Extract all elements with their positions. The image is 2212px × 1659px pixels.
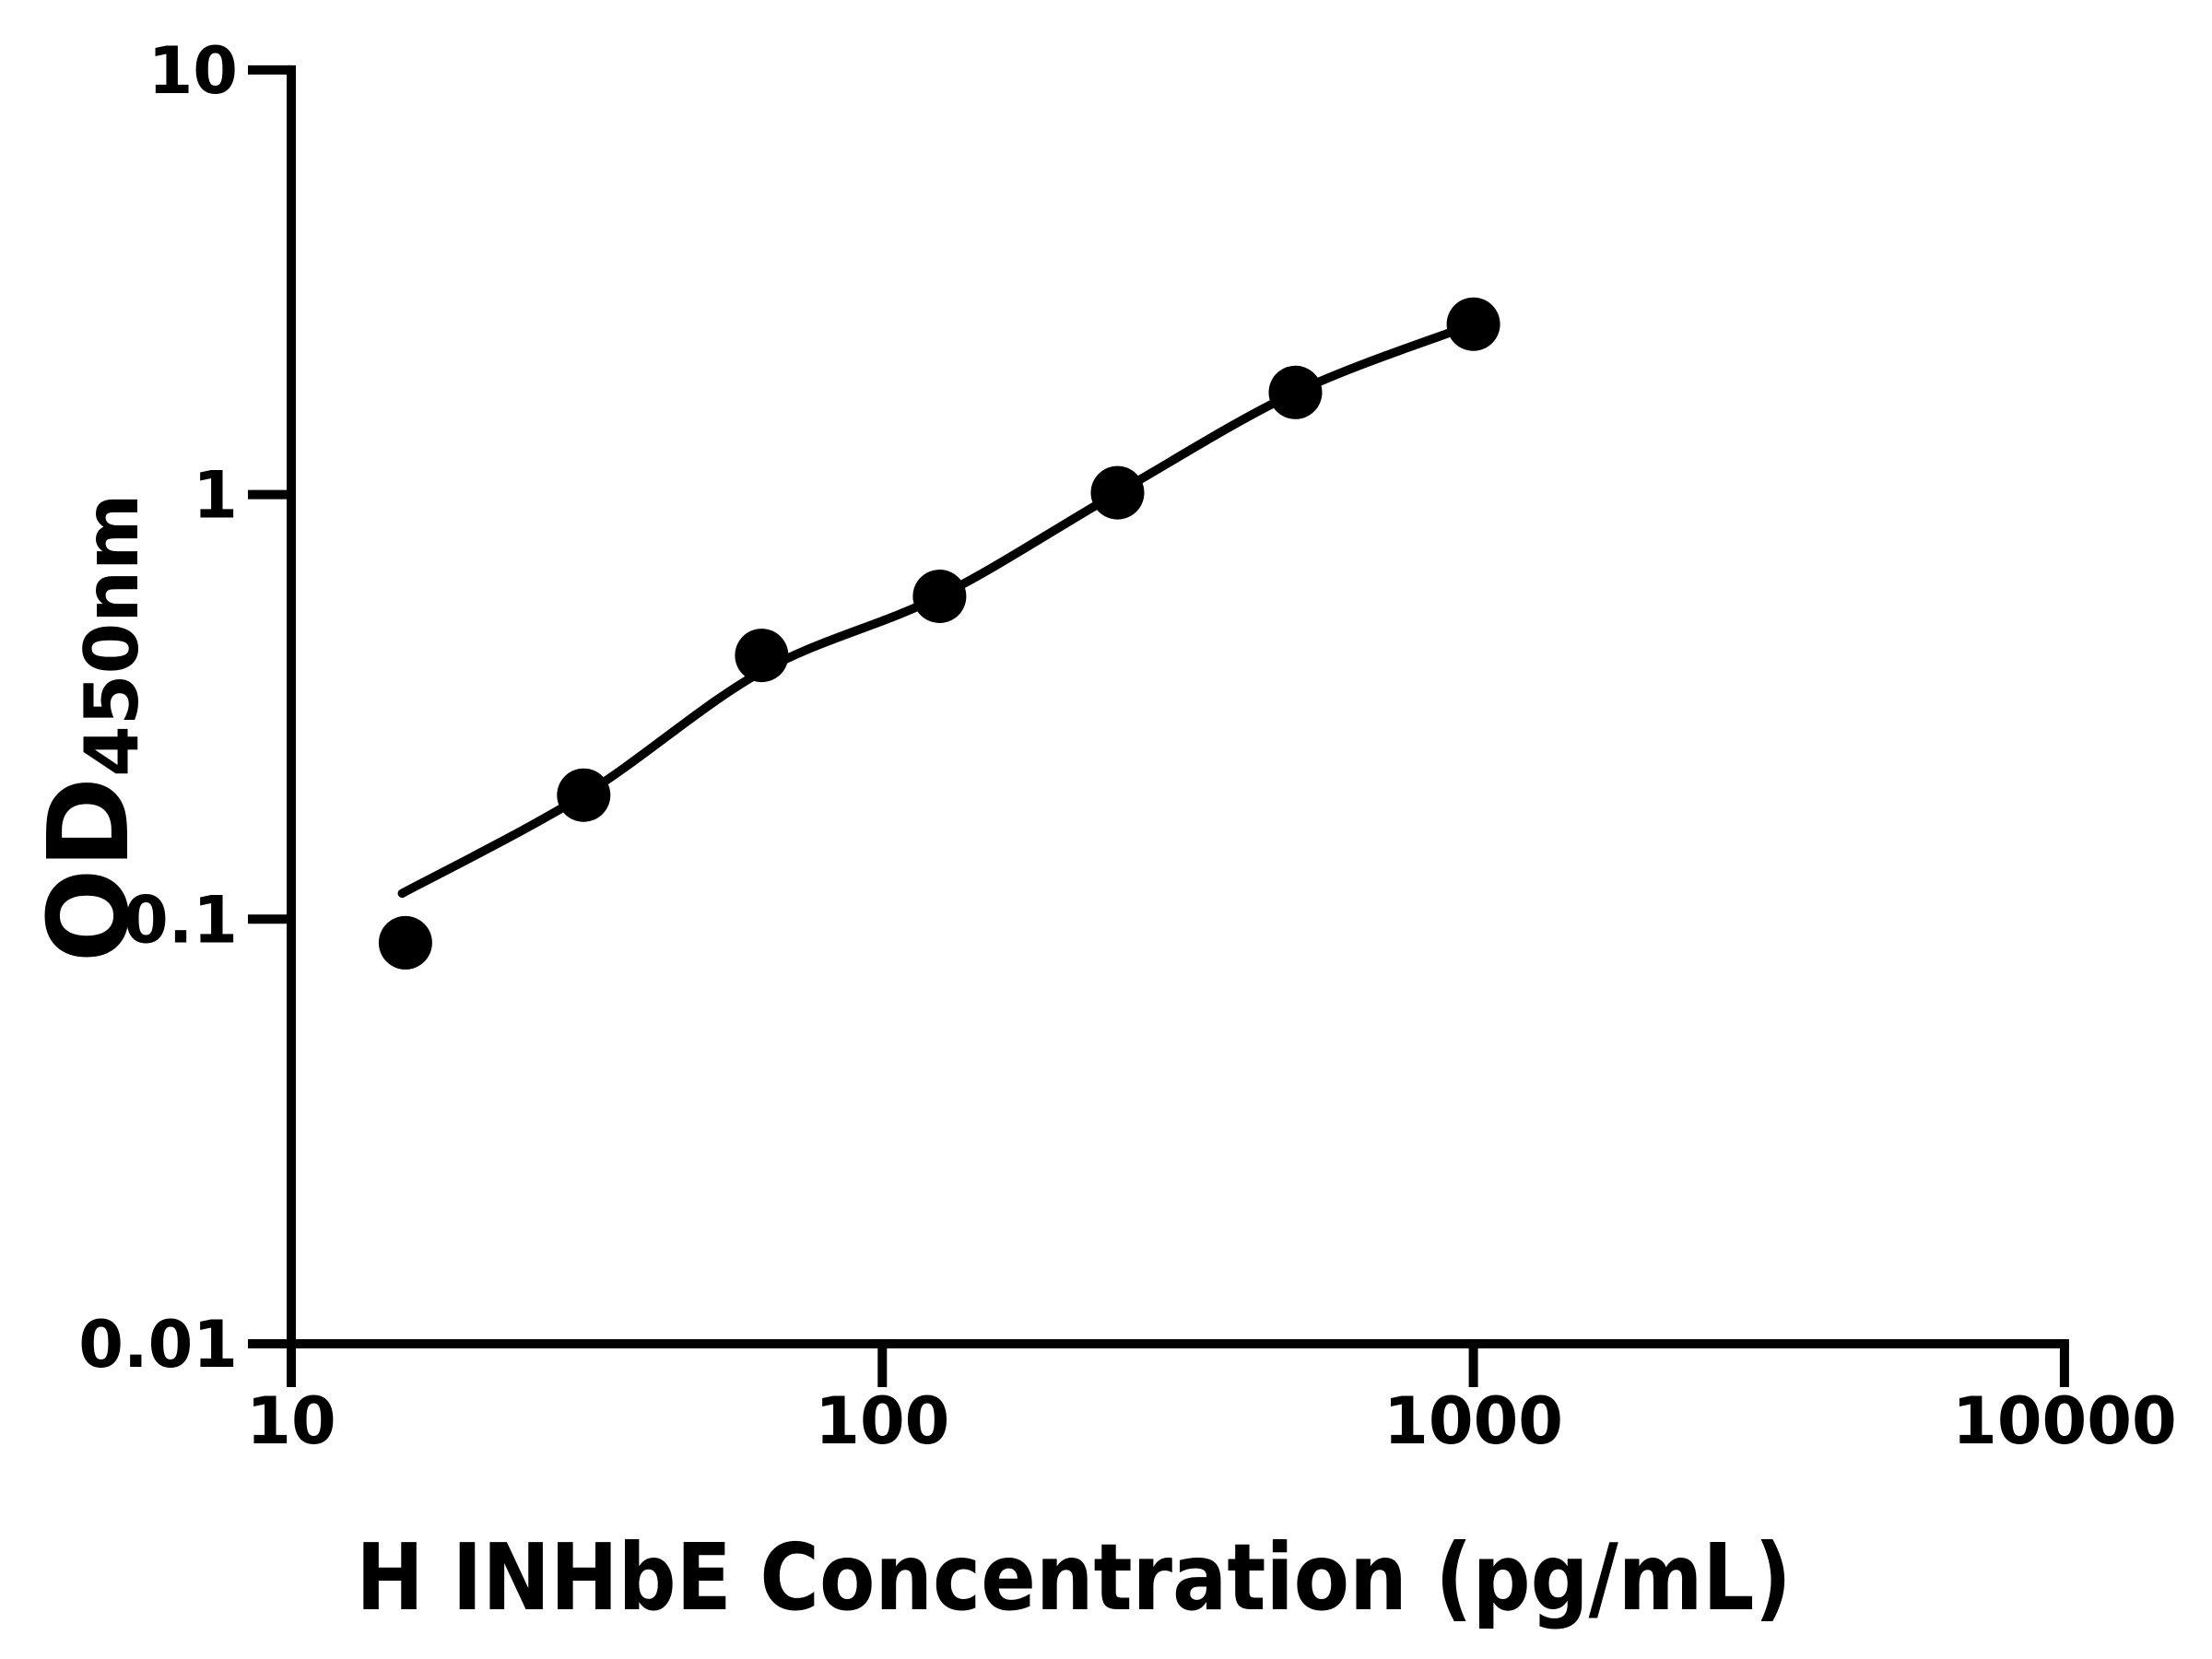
y-axis-title-subscript: 450nm	[69, 493, 156, 777]
x-tick-label: 1000	[1383, 1383, 1563, 1459]
y-axis-title-base: OD	[25, 776, 154, 963]
data-point-marker	[557, 768, 611, 822]
data-point-marker	[378, 915, 432, 970]
data-point-marker	[1090, 465, 1145, 520]
x-tick-label: 100	[815, 1383, 949, 1459]
data-point-marker	[1268, 365, 1323, 419]
y-tick-label: 0.1	[124, 882, 238, 958]
y-tick-label: 1	[193, 458, 238, 534]
data-point-marker	[735, 629, 789, 683]
axes-spine	[287, 65, 2069, 1348]
x-tick-label: 10000	[1952, 1383, 2177, 1459]
data-point-marker	[912, 570, 967, 623]
y-tick-label: 10	[148, 33, 238, 109]
x-axis-title: H INHbE Concentration (pg/mL)	[356, 1524, 1792, 1631]
y-tick-label: 0.01	[78, 1307, 238, 1382]
data-point-marker	[1446, 297, 1500, 351]
y-axis-title: OD450nm	[26, 494, 155, 963]
x-tick-label: 10	[246, 1383, 335, 1459]
